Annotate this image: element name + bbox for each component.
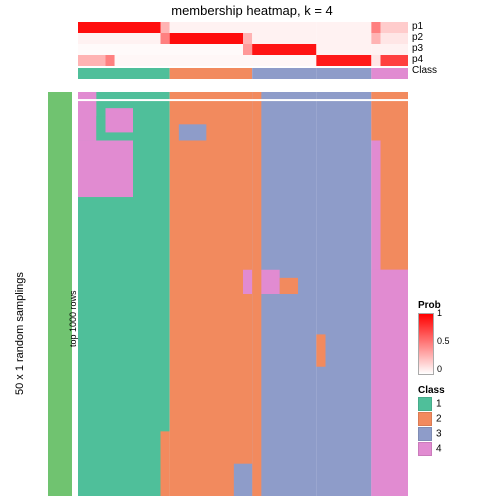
label-class: Class xyxy=(412,66,437,77)
legend-class: Class 1 2 3 4 xyxy=(418,385,500,456)
heatmap-plot xyxy=(48,22,408,500)
row-annotation-labels: p1 p2 p3 p4 Class xyxy=(412,22,437,77)
page-title: membership heatmap, k = 4 xyxy=(0,0,504,21)
rows-label: top 1000 rows xyxy=(68,290,78,347)
sampling-label: 50 x 1 random samplings xyxy=(14,272,26,395)
legend: Prob 1 0.5 0 Class 1 2 3 4 xyxy=(418,300,500,457)
legend-prob-title: Prob xyxy=(418,300,500,311)
prob-gradient-icon: 1 0.5 0 xyxy=(418,313,434,375)
